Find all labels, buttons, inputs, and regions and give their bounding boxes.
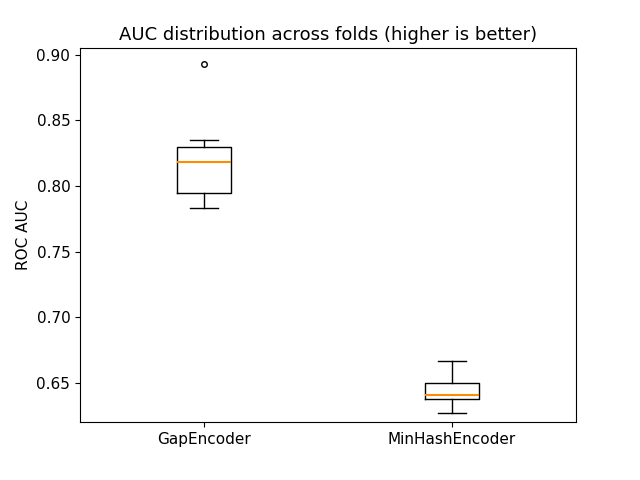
Title: AUC distribution across folds (higher is better): AUC distribution across folds (higher is…: [119, 25, 537, 44]
Y-axis label: ROC AUC: ROC AUC: [16, 200, 31, 270]
